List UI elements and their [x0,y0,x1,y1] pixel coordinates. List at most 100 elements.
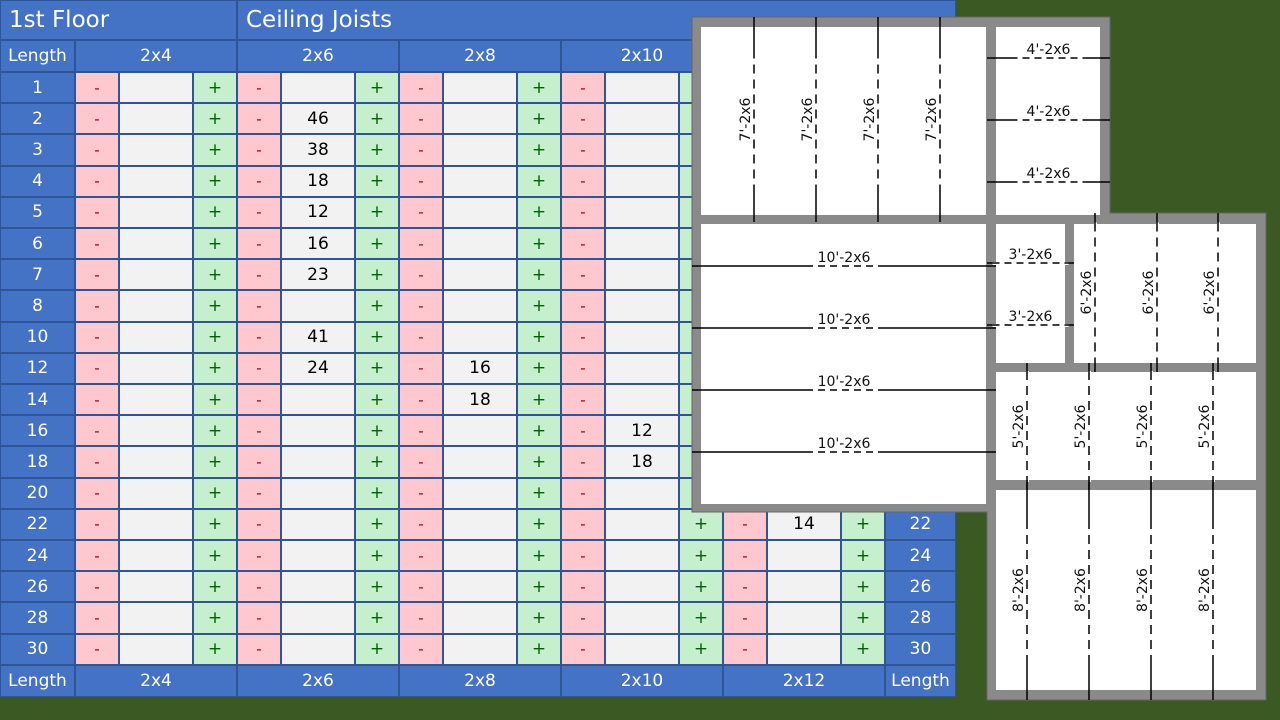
quantity-field[interactable] [119,228,193,260]
decrement-button[interactable]: - [75,415,119,447]
increment-button[interactable]: + [679,571,723,603]
increment-button[interactable]: + [517,290,561,322]
quantity-field[interactable] [443,134,517,166]
quantity-field[interactable] [119,602,193,634]
increment-button[interactable]: + [517,134,561,166]
quantity-field[interactable] [119,477,193,509]
decrement-button[interactable]: - [237,321,281,353]
decrement-button[interactable]: - [399,196,443,228]
quantity-field[interactable]: 38 [281,134,355,166]
quantity-field[interactable] [119,72,193,104]
quantity-field[interactable] [605,602,679,634]
increment-button[interactable]: + [193,571,237,603]
decrement-button[interactable]: - [561,196,605,228]
decrement-button[interactable]: - [399,602,443,634]
increment-button[interactable]: + [679,633,723,665]
decrement-button[interactable]: - [75,602,119,634]
decrement-button[interactable]: - [237,228,281,260]
quantity-field[interactable] [605,508,679,540]
decrement-button[interactable]: - [75,290,119,322]
quantity-field[interactable] [767,540,841,572]
decrement-button[interactable]: - [237,602,281,634]
increment-button[interactable]: + [193,228,237,260]
increment-button[interactable]: + [193,540,237,572]
decrement-button[interactable]: - [237,571,281,603]
quantity-field[interactable] [605,259,679,291]
increment-button[interactable]: + [517,602,561,634]
decrement-button[interactable]: - [237,477,281,509]
decrement-button[interactable]: - [237,415,281,447]
quantity-field[interactable] [443,259,517,291]
decrement-button[interactable]: - [561,415,605,447]
quantity-field[interactable] [605,384,679,416]
decrement-button[interactable]: - [75,228,119,260]
increment-button[interactable]: + [193,415,237,447]
increment-button[interactable]: + [841,540,885,572]
decrement-button[interactable]: - [561,228,605,260]
decrement-button[interactable]: - [399,446,443,478]
quantity-field[interactable] [443,540,517,572]
increment-button[interactable]: + [355,290,399,322]
increment-button[interactable]: + [355,134,399,166]
quantity-field[interactable] [443,165,517,197]
quantity-field[interactable]: 18 [281,165,355,197]
increment-button[interactable]: + [517,228,561,260]
decrement-button[interactable]: - [237,134,281,166]
decrement-button[interactable]: - [237,290,281,322]
decrement-button[interactable]: - [75,446,119,478]
increment-button[interactable]: + [355,259,399,291]
quantity-field[interactable] [119,196,193,228]
increment-button[interactable]: + [355,415,399,447]
quantity-field[interactable]: 23 [281,259,355,291]
quantity-field[interactable] [119,571,193,603]
decrement-button[interactable]: - [237,103,281,135]
increment-button[interactable]: + [193,446,237,478]
quantity-field[interactable] [605,571,679,603]
increment-button[interactable]: + [193,321,237,353]
quantity-field[interactable] [605,134,679,166]
decrement-button[interactable]: - [561,72,605,104]
quantity-field[interactable] [767,633,841,665]
decrement-button[interactable]: - [237,540,281,572]
increment-button[interactable]: + [193,290,237,322]
increment-button[interactable]: + [679,602,723,634]
decrement-button[interactable]: - [399,571,443,603]
decrement-button[interactable]: - [561,165,605,197]
quantity-field[interactable] [281,72,355,104]
decrement-button[interactable]: - [561,446,605,478]
decrement-button[interactable]: - [399,633,443,665]
increment-button[interactable]: + [193,633,237,665]
decrement-button[interactable]: - [75,72,119,104]
decrement-button[interactable]: - [237,259,281,291]
increment-button[interactable]: + [355,321,399,353]
quantity-field[interactable] [119,633,193,665]
quantity-field[interactable] [443,508,517,540]
increment-button[interactable]: + [355,196,399,228]
decrement-button[interactable]: - [75,540,119,572]
decrement-button[interactable]: - [561,508,605,540]
decrement-button[interactable]: - [399,321,443,353]
increment-button[interactable]: + [517,508,561,540]
decrement-button[interactable]: - [75,633,119,665]
quantity-field[interactable] [119,134,193,166]
quantity-field[interactable] [281,415,355,447]
quantity-field[interactable] [119,540,193,572]
increment-button[interactable]: + [517,196,561,228]
decrement-button[interactable]: - [561,633,605,665]
quantity-field[interactable] [443,196,517,228]
increment-button[interactable]: + [355,384,399,416]
quantity-field[interactable]: 46 [281,103,355,135]
increment-button[interactable]: + [193,508,237,540]
quantity-field[interactable]: 41 [281,321,355,353]
quantity-field[interactable] [119,321,193,353]
decrement-button[interactable]: - [237,352,281,384]
quantity-field[interactable] [281,633,355,665]
decrement-button[interactable]: - [561,384,605,416]
increment-button[interactable]: + [355,72,399,104]
quantity-field[interactable]: 12 [605,415,679,447]
decrement-button[interactable]: - [237,196,281,228]
increment-button[interactable]: + [841,571,885,603]
increment-button[interactable]: + [517,477,561,509]
increment-button[interactable]: + [679,508,723,540]
quantity-field[interactable] [119,352,193,384]
